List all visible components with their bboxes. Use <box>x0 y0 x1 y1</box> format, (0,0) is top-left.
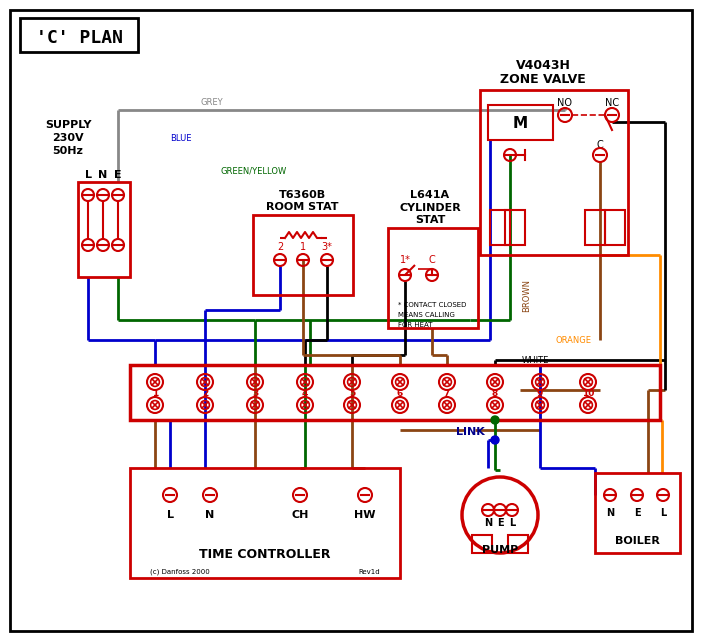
Text: 1*: 1* <box>399 255 411 265</box>
Circle shape <box>491 416 499 424</box>
Text: L: L <box>509 518 515 528</box>
Text: ROOM STAT: ROOM STAT <box>266 202 338 212</box>
Text: N: N <box>98 170 107 180</box>
Text: FOR HEAT: FOR HEAT <box>398 322 432 328</box>
Text: 6: 6 <box>397 388 403 397</box>
Text: N: N <box>606 508 614 518</box>
Text: LINK: LINK <box>456 427 484 437</box>
Text: 3: 3 <box>252 388 258 397</box>
Text: V4043H: V4043H <box>515 58 571 72</box>
Text: 2: 2 <box>202 388 208 397</box>
Text: PUMP: PUMP <box>482 545 518 555</box>
Text: (c) Danfoss 2000: (c) Danfoss 2000 <box>150 569 210 575</box>
Text: HW: HW <box>355 510 376 520</box>
Text: WHITE: WHITE <box>522 356 550 365</box>
Text: 1: 1 <box>152 388 158 397</box>
Text: 2: 2 <box>277 242 283 252</box>
Text: NO: NO <box>557 98 573 108</box>
Text: 50Hz: 50Hz <box>53 146 84 156</box>
Text: BLUE: BLUE <box>170 134 192 143</box>
Text: 3*: 3* <box>322 242 333 252</box>
Text: SUPPLY: SUPPLY <box>45 120 91 130</box>
Text: 230V: 230V <box>52 133 84 143</box>
Text: CH: CH <box>291 510 309 520</box>
Text: L: L <box>84 170 91 180</box>
Text: CYLINDER: CYLINDER <box>399 203 461 213</box>
Text: STAT: STAT <box>415 215 445 225</box>
Text: ZONE VALVE: ZONE VALVE <box>500 72 586 85</box>
Text: BROWN: BROWN <box>522 278 531 312</box>
Text: L641A: L641A <box>411 190 449 200</box>
Text: * CONTACT CLOSED: * CONTACT CLOSED <box>398 302 466 308</box>
Text: L: L <box>660 508 666 518</box>
Text: 7: 7 <box>444 388 450 397</box>
Text: E: E <box>497 518 503 528</box>
Text: C: C <box>597 140 604 150</box>
Text: 'C' PLAN: 'C' PLAN <box>36 29 123 47</box>
Text: 9: 9 <box>537 388 543 397</box>
Text: E: E <box>634 508 640 518</box>
Text: 1: 1 <box>300 242 306 252</box>
Text: BOILER: BOILER <box>614 536 659 546</box>
Text: NC: NC <box>605 98 619 108</box>
Text: 8: 8 <box>492 388 498 397</box>
Text: GREEN/YELLOW: GREEN/YELLOW <box>220 166 286 175</box>
Text: T6360B: T6360B <box>279 190 326 200</box>
Text: 10: 10 <box>582 388 594 397</box>
Text: E: E <box>114 170 122 180</box>
Text: M: M <box>512 115 528 131</box>
Circle shape <box>491 436 499 444</box>
Text: N: N <box>206 510 215 520</box>
Text: MEANS CALLING: MEANS CALLING <box>398 312 455 318</box>
Text: 5: 5 <box>349 388 355 397</box>
Text: TIME CONTROLLER: TIME CONTROLLER <box>199 549 331 562</box>
Text: Rev1d: Rev1d <box>359 569 380 575</box>
Text: C: C <box>429 255 435 265</box>
Text: 4: 4 <box>302 388 308 397</box>
Text: ORANGE: ORANGE <box>555 335 591 344</box>
Text: GREY: GREY <box>200 98 223 107</box>
Text: N: N <box>484 518 492 528</box>
Text: L: L <box>166 510 173 520</box>
